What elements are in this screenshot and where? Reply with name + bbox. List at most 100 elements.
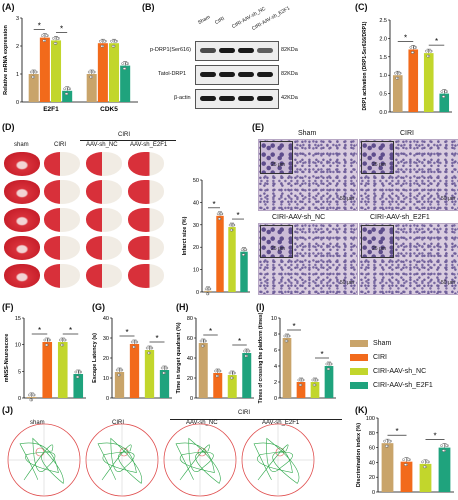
bar <box>324 366 334 398</box>
data-point <box>228 371 232 375</box>
y-tick-label: 20 <box>369 475 375 481</box>
maze-col-ciri: CIRI <box>112 420 124 426</box>
brain-slice <box>4 236 40 260</box>
brain-slice <box>128 180 164 204</box>
bar <box>296 382 306 398</box>
data-point <box>230 376 233 380</box>
bar <box>310 382 320 398</box>
data-point <box>31 75 35 79</box>
y-axis-label: Time in target quadrant (%) <box>176 322 182 393</box>
data-point <box>45 34 48 37</box>
data-point <box>207 287 211 291</box>
y-tick-label: 30 <box>193 223 199 229</box>
swim-track <box>19 437 64 484</box>
significance-star: * <box>404 33 407 42</box>
brain-slice <box>86 152 122 176</box>
data-point <box>100 44 104 48</box>
bar <box>423 53 434 112</box>
data-point <box>402 458 405 461</box>
data-point <box>41 34 44 37</box>
brain-slice <box>44 208 80 232</box>
y-tick-label: 0 <box>196 290 199 296</box>
data-point <box>243 349 246 353</box>
y-axis-label: Infarct size (%) <box>182 216 188 255</box>
significance-star: * <box>212 200 215 209</box>
histo-title-sham: Sham <box>298 130 317 137</box>
data-point <box>147 351 150 355</box>
y-tick-label: 0 <box>18 396 21 402</box>
y-tick-label: 15 <box>15 316 21 322</box>
brain-slice <box>128 236 164 260</box>
data-point <box>231 223 235 227</box>
data-point <box>160 366 164 370</box>
data-point <box>395 76 399 80</box>
y-tick-label: 0.5 <box>379 92 387 98</box>
data-point <box>29 398 33 402</box>
brain-group-header: CIRI <box>118 132 130 138</box>
data-point <box>164 366 168 370</box>
bar <box>109 43 120 102</box>
data-point <box>413 46 416 49</box>
brain-slice <box>86 264 122 288</box>
histo-title-nc: CIRI-AAV-sh_NC <box>272 214 326 221</box>
data-point <box>315 378 318 382</box>
brain-slice <box>4 208 40 232</box>
blot-box-actin <box>195 89 279 109</box>
data-point <box>64 92 68 96</box>
bar <box>408 49 419 112</box>
bar <box>129 344 140 398</box>
ttc-brain-panel: CIRI sham CIRI AAV-sh_NC AAV-sh_E2F1 <box>0 128 180 303</box>
data-point <box>284 339 288 343</box>
data-point <box>63 87 66 91</box>
data-point <box>241 253 245 256</box>
data-point <box>162 371 165 375</box>
data-point <box>298 383 302 387</box>
bar <box>114 372 125 398</box>
water-maze-panel: CIRI sham CIRI AAV-sh_NC AAV-sh_E2F1 <box>0 410 350 500</box>
data-point <box>228 223 232 227</box>
chart-c-drp1-activation: 0.0 0.5 1.0 1.5 2.0 2.5 DRP1 activation (DRP1-… <box>362 18 452 116</box>
data-point <box>217 217 221 221</box>
brain-slice <box>44 152 80 176</box>
data-point <box>311 378 315 382</box>
legend-swatch-sham <box>350 340 368 347</box>
y-tick-label: 2.0 <box>379 36 387 42</box>
data-point <box>203 339 206 343</box>
y-tick-label: 8 <box>274 332 277 338</box>
data-point <box>329 362 332 366</box>
data-point <box>145 346 149 350</box>
data-point <box>383 439 386 443</box>
data-point <box>47 338 50 342</box>
data-point <box>397 71 401 75</box>
bar <box>240 251 248 292</box>
data-point <box>56 37 59 40</box>
y-tick-label: 1 <box>16 72 19 78</box>
brain-slice <box>4 152 40 176</box>
maze-col-nc: AAV-sh_NC <box>186 420 218 426</box>
legend-label: CIRI <box>373 354 387 361</box>
data-point <box>283 334 287 338</box>
data-point <box>229 228 233 232</box>
bar <box>282 338 292 398</box>
bar <box>439 93 450 112</box>
panel-label-f: (F) <box>2 302 14 312</box>
data-point <box>421 460 424 464</box>
blot-row-label: p-DRP1(Ser616) <box>150 47 191 53</box>
data-point <box>385 444 388 448</box>
bar <box>228 227 236 292</box>
data-point <box>240 248 244 251</box>
panel-label-d: (D) <box>2 122 15 132</box>
panel-label-b: (B) <box>142 2 155 12</box>
data-point <box>199 339 203 343</box>
y-tick-label: 50 <box>193 178 199 184</box>
significance-star: * <box>69 326 72 335</box>
scale-label: 50 μm <box>340 280 354 286</box>
y-tick-label: 80 <box>187 316 193 322</box>
y-tick-label: 40 <box>369 460 375 466</box>
western-blot-panel: Sham CIRI CIRI-AAV-sh_NC CIRI-AAV-sh_E2F… <box>150 5 350 120</box>
data-point <box>216 212 220 216</box>
blot-box-total-drp1 <box>195 65 279 85</box>
y-tick-label: 0 <box>274 396 277 402</box>
data-point <box>52 37 55 40</box>
legend-label: Sham <box>373 340 392 347</box>
